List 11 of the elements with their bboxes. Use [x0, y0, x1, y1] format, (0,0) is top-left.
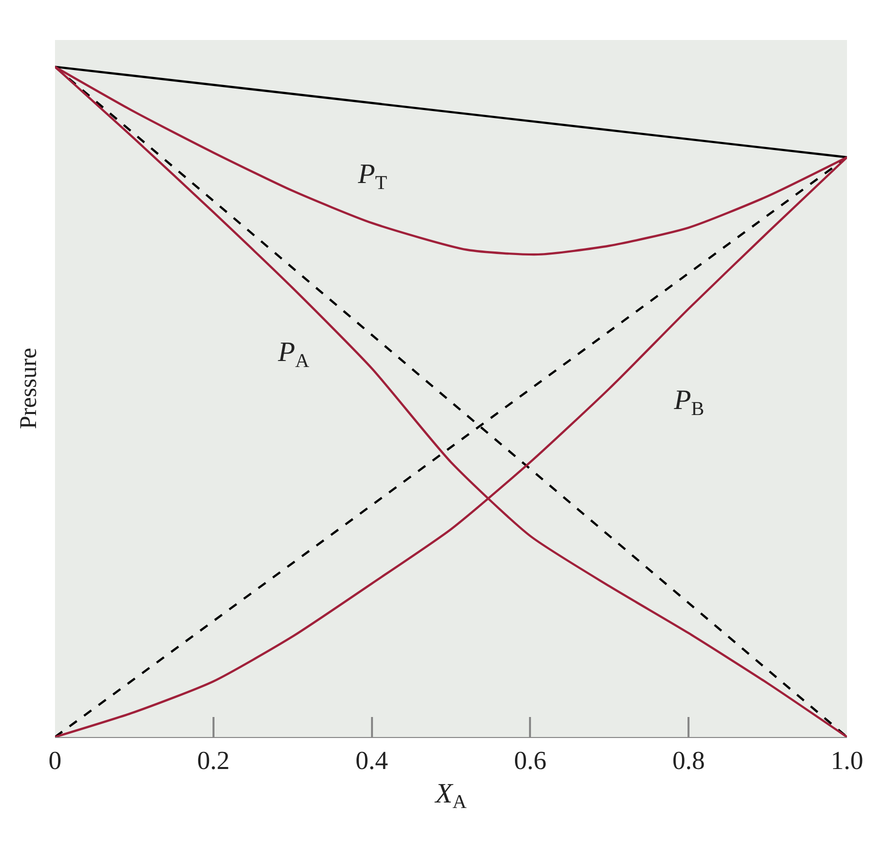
y-axis-title: Pressure	[16, 348, 42, 430]
series-label: P$_{B}$	[673, 385, 704, 420]
x-tick-label: 0.4	[356, 746, 388, 776]
x-tick-label: 0.2	[197, 746, 230, 776]
x-tick-label: 0	[48, 746, 62, 776]
x-tick-label: 1.0	[830, 746, 864, 776]
x-axis-title: X$_{A}$	[434, 778, 467, 814]
x-tick-label: 0.6	[514, 746, 546, 776]
series-label: P$_{T}$	[357, 159, 388, 194]
x-tick-label: 0.8	[672, 746, 705, 776]
series-label: P$_{A}$	[277, 337, 310, 372]
